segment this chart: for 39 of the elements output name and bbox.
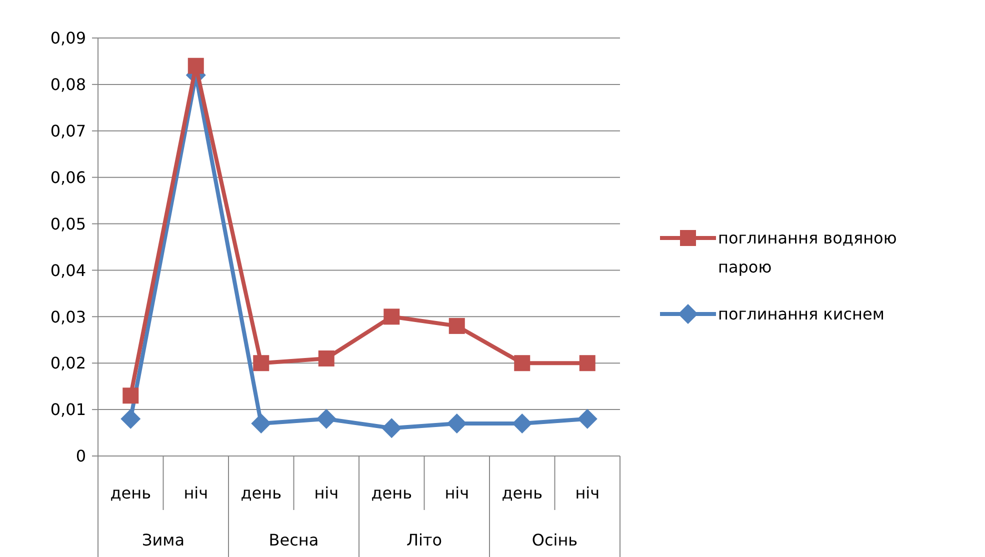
point [577, 408, 598, 429]
point [448, 318, 465, 334]
y-tick-label: 0,06 [50, 168, 86, 187]
legend-label: поглинання киснем [718, 304, 884, 324]
point [318, 350, 334, 366]
point [188, 58, 204, 74]
legend-label: поглинання водяною парою [718, 228, 897, 276]
point [579, 355, 596, 372]
y-tick-label: 0,09 [50, 28, 86, 48]
point [122, 388, 139, 404]
point [514, 355, 530, 372]
y-tick-label: 0 [76, 446, 86, 466]
point [120, 408, 141, 429]
y-tick-label: 0,02 [50, 354, 86, 373]
text: Літо [406, 530, 442, 550]
x-tick-label: день [502, 484, 543, 503]
x-tick-label: ніч [575, 484, 600, 503]
x-tick-label: ніч [184, 484, 208, 503]
x-tick-label: день [240, 484, 282, 503]
y-tick-label: 0,04 [50, 260, 86, 280]
point [512, 413, 532, 434]
point [316, 408, 336, 429]
point [253, 355, 270, 372]
x-tick-label: ніч [444, 484, 470, 503]
point [446, 413, 467, 434]
point [384, 308, 400, 325]
text: Осінь [532, 530, 578, 550]
text: Зима [142, 530, 185, 550]
y-tick-label: 0,01 [50, 400, 86, 420]
text: Весна [268, 530, 319, 550]
point [382, 418, 402, 438]
x-tick-label: день [110, 484, 152, 503]
y-tick-label: 0,03 [50, 307, 86, 326]
x-tick-label: ніч [314, 484, 339, 503]
y-tick-label: 0,07 [50, 121, 86, 140]
y-tick-label: 0,08 [50, 75, 86, 94]
point [251, 413, 272, 434]
x-tick-label: день [371, 484, 412, 503]
y-tick-label: 0,05 [50, 214, 86, 234]
